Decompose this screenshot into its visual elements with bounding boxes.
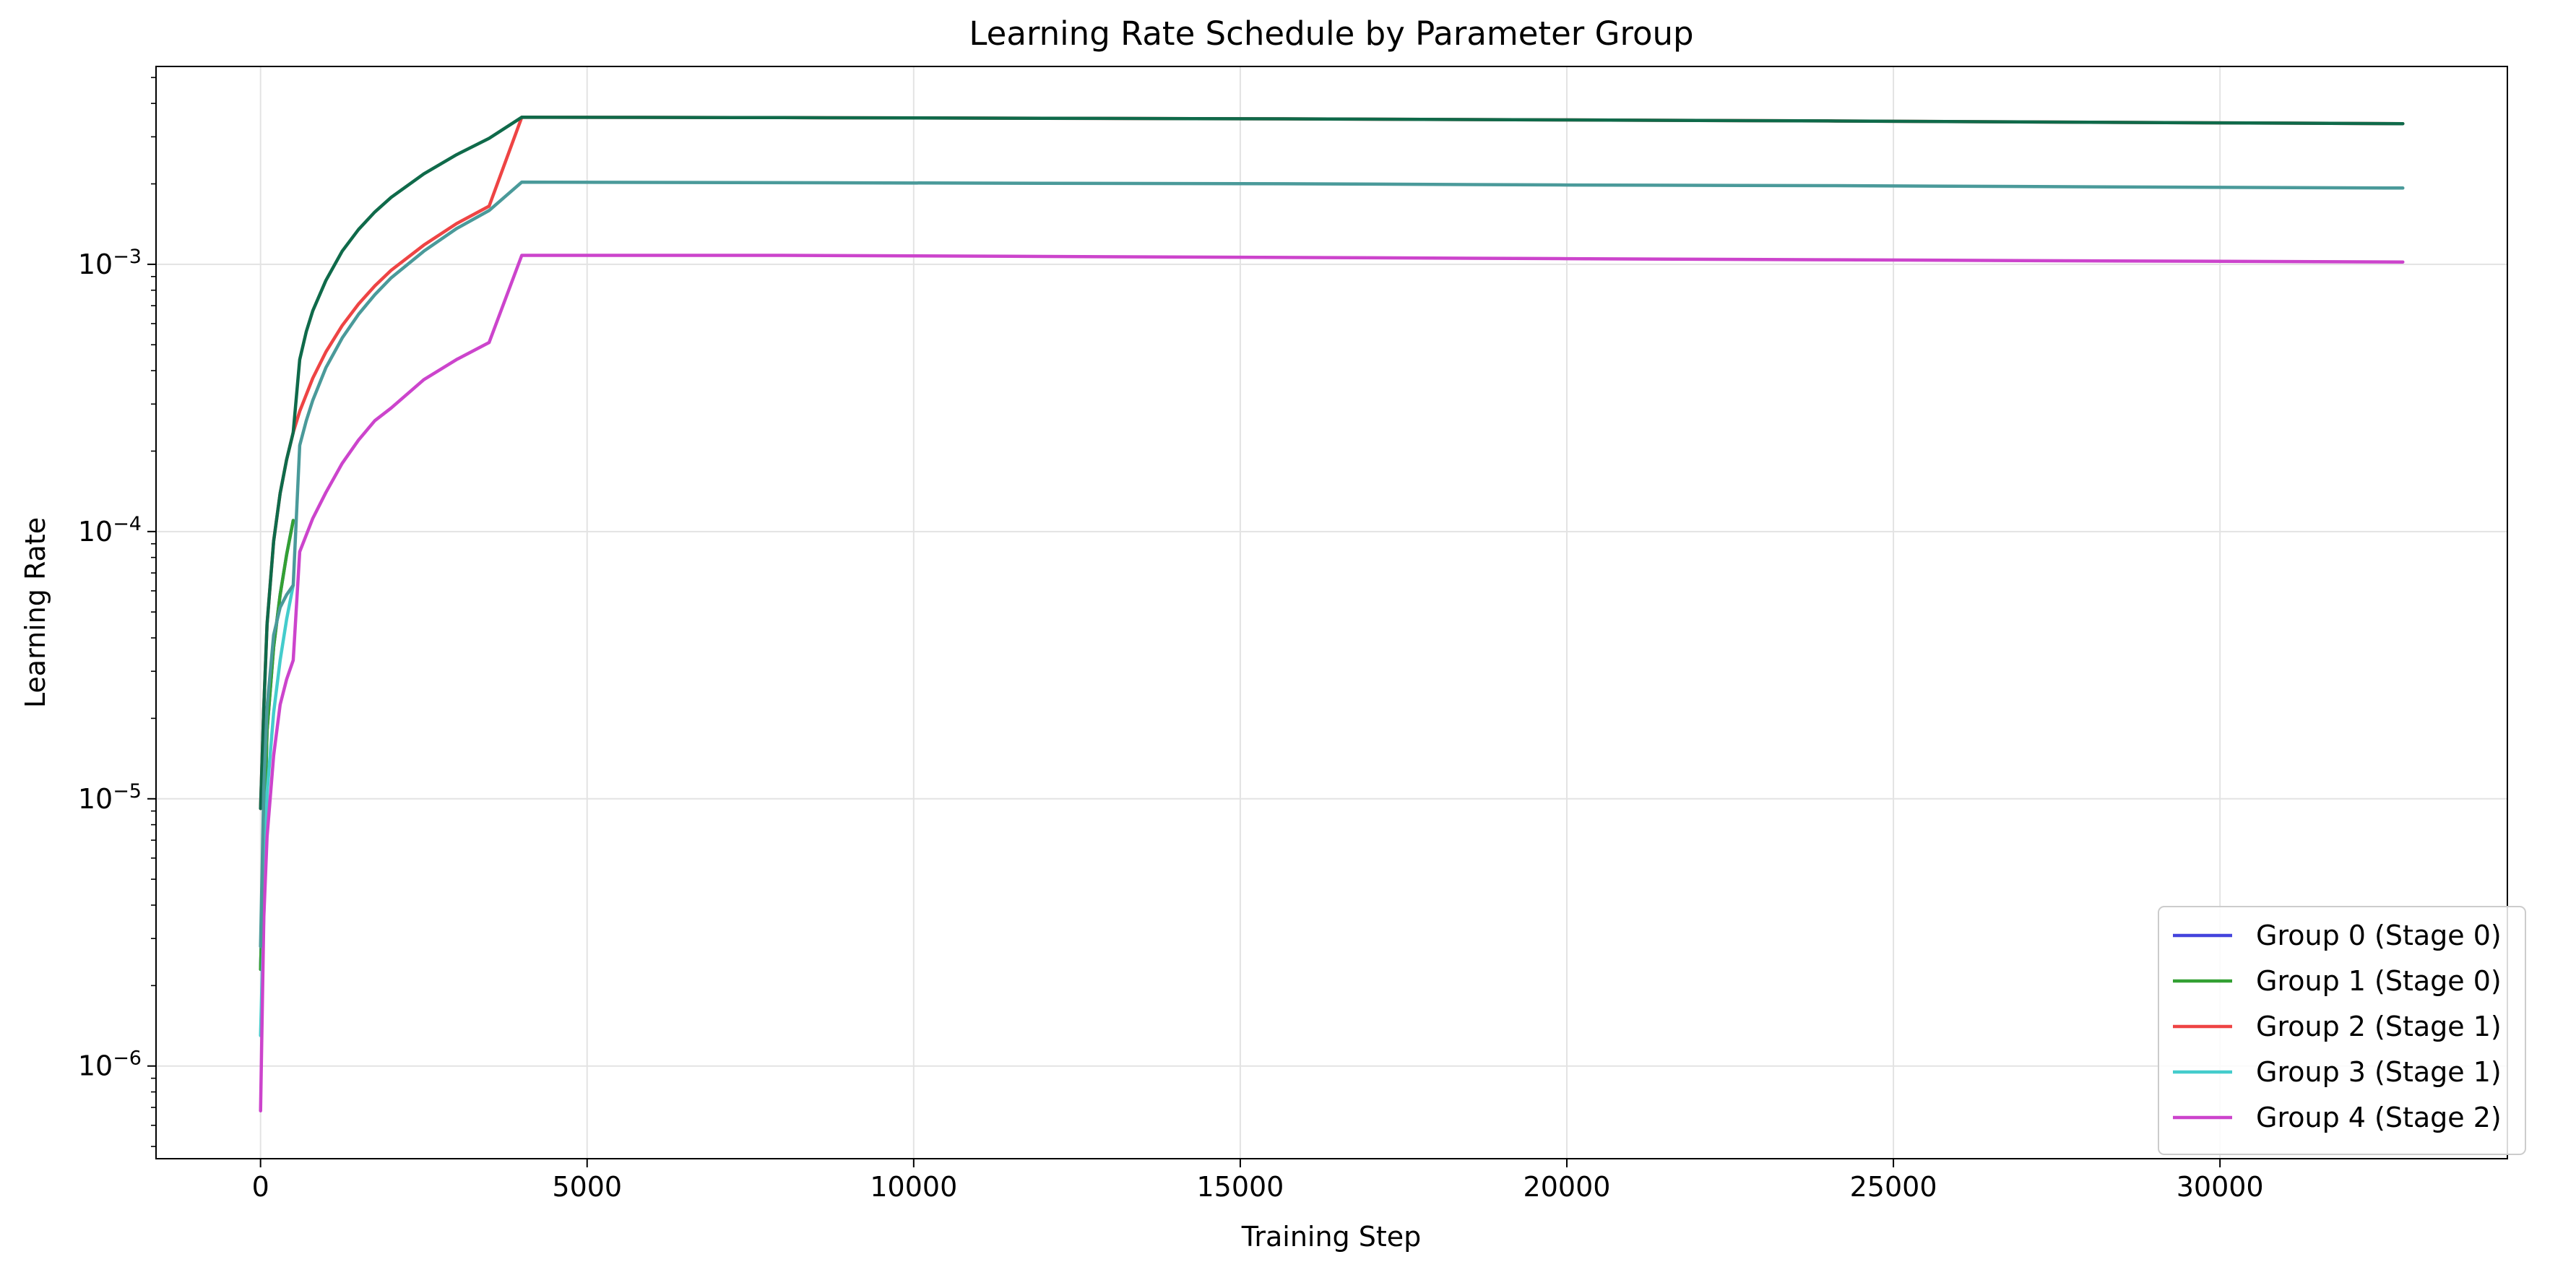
y-tick-label: 10−4 <box>78 512 142 548</box>
x-tick-label: 25000 <box>1850 1171 1937 1203</box>
plot-area <box>156 66 2507 1159</box>
ticks: 0 5000 10000 15000 20000 25000 30000 10−6 10−5 10… <box>78 77 2264 1203</box>
x-tick-label: 0 <box>252 1171 269 1203</box>
legend-label: Group 1 (Stage 0) <box>2256 965 2502 997</box>
x-axis-label: Training Step <box>1241 1221 1422 1253</box>
chart-title: Learning Rate Schedule by Parameter Grou… <box>969 14 1693 53</box>
series-line <box>259 180 2405 948</box>
y-tick-label: 10−6 <box>78 1047 142 1082</box>
x-tick-label: 30000 <box>2177 1171 2264 1203</box>
legend-label: Group 0 (Stage 0) <box>2256 920 2502 951</box>
series-line <box>259 116 2405 811</box>
plot-frame <box>155 66 2508 1159</box>
legend-box <box>2158 906 2526 1155</box>
series-layer <box>259 116 2405 1112</box>
y-axis-label: Learning Rate <box>20 517 51 708</box>
legend: Group 0 (Stage 0) Group 1 (Stage 0) Group … <box>2158 906 2526 1155</box>
x-tick-label: 15000 <box>1196 1171 1284 1203</box>
legend-label: Group 2 (Stage 1) <box>2256 1011 2502 1042</box>
legend-label: Group 4 (Stage 2) <box>2256 1102 2502 1133</box>
grid <box>156 66 2507 1159</box>
x-tick-label: 20000 <box>1523 1171 1611 1203</box>
y-tick-label: 10−3 <box>78 245 142 280</box>
y-tick-label: 10−5 <box>78 779 142 815</box>
x-tick-label: 10000 <box>870 1171 957 1203</box>
series-line <box>259 254 2405 1112</box>
legend-label: Group 3 (Stage 1) <box>2256 1056 2502 1088</box>
x-tick-label: 5000 <box>552 1171 622 1203</box>
